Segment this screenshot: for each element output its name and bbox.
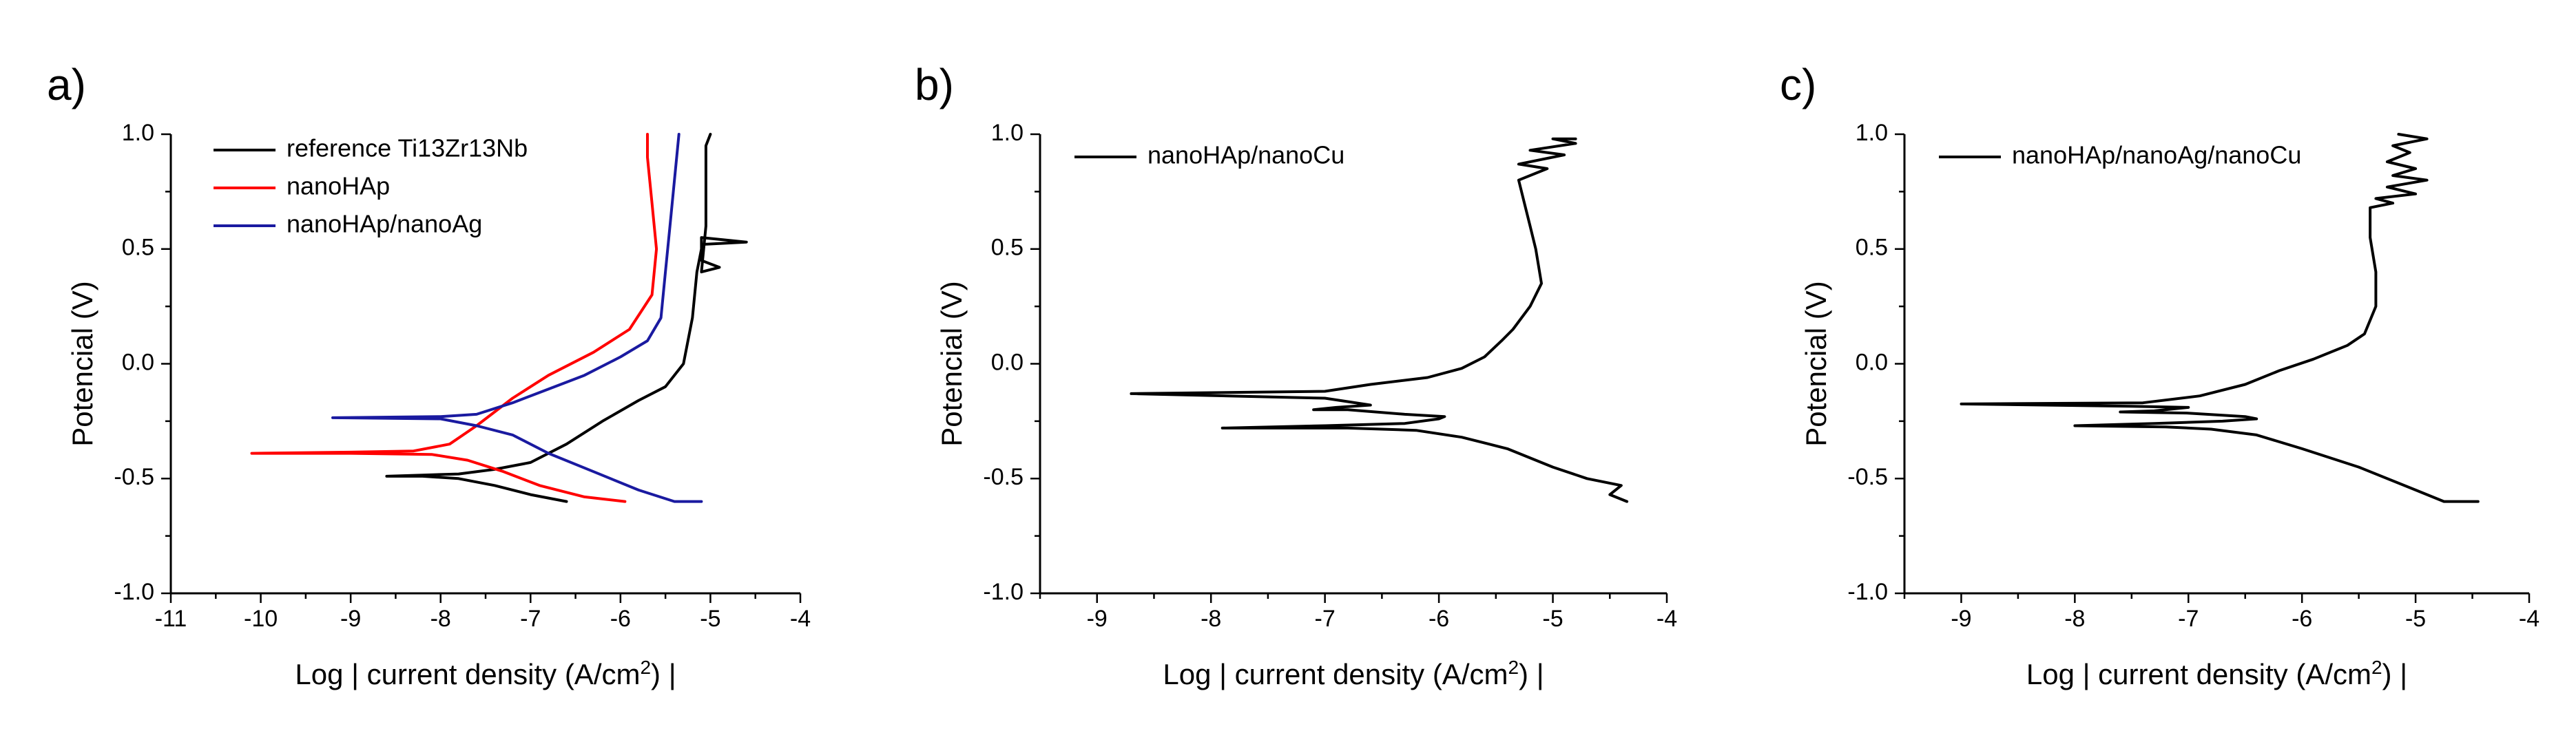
y-tick-label: 0.0	[1856, 349, 1888, 375]
x-tick-label: -6	[2292, 606, 2312, 632]
x-tick-label: -8	[430, 606, 451, 632]
series-line-1	[1960, 133, 2480, 503]
x-tick-label: -5	[1542, 606, 1563, 632]
series-line-1	[1130, 137, 1629, 503]
panel-label: c)	[1780, 60, 1816, 109]
x-tick-label: -10	[244, 606, 278, 632]
panel-label: b)	[915, 60, 954, 109]
y-tick-label: 1.0	[1856, 120, 1888, 146]
y-tick-label: 1.0	[122, 120, 154, 146]
y-tick-label: 0.5	[991, 235, 1024, 261]
x-tick-label: -8	[2064, 606, 2085, 632]
y-axis-title: Potencial (V)	[1800, 281, 1832, 446]
x-tick-label: -4	[1656, 606, 1677, 632]
y-tick-label: -1.0	[114, 579, 154, 605]
y-tick-label: -1.0	[983, 579, 1024, 605]
x-tick-label: -5	[700, 606, 720, 632]
legend-label: nanoHAp/nanoAg	[287, 210, 482, 238]
legend-label: nanoHAp/nanoCu	[1147, 141, 1344, 169]
series-line-2	[250, 133, 658, 503]
legend-label: nanoHAp/nanoAg/nanoCu	[2012, 141, 2301, 169]
y-tick-label: 0.0	[991, 349, 1024, 375]
y-tick-label: -1.0	[1847, 579, 1888, 605]
y-tick-label: 0.5	[1856, 235, 1888, 261]
y-axis-title: Potencial (V)	[66, 281, 98, 446]
x-tick-label: -5	[2405, 606, 2426, 632]
y-axis-title: Potencial (V)	[935, 281, 968, 446]
x-tick-label: -9	[340, 606, 361, 632]
x-tick-label: -4	[790, 606, 811, 632]
chart-panel-b: b) -9 -8 -7 -6 -5 -4 -1.0 -0.5 0.0 0.5 1.0 Log | cur…	[915, 60, 1677, 690]
x-tick-label: -8	[1201, 606, 1221, 632]
x-tick-label: -7	[520, 606, 541, 632]
x-tick-label: -6	[610, 606, 631, 632]
legend-label: reference Ti13Zr13Nb	[287, 134, 528, 162]
x-tick-label: -9	[1087, 606, 1108, 632]
y-tick-label: -0.5	[114, 464, 154, 490]
x-axis-title: Log | current density (A/cm2) |	[295, 657, 676, 691]
x-tick-label: -9	[1951, 606, 1971, 632]
x-axis-title: Log | current density (A/cm2) |	[1163, 657, 1544, 691]
series-line-1	[385, 133, 748, 503]
y-tick-label: -0.5	[1847, 464, 1888, 490]
x-tick-label: -6	[1429, 606, 1449, 632]
y-tick-label: 0.5	[122, 235, 154, 261]
x-axis-title: Log | current density (A/cm2) |	[2026, 657, 2407, 691]
y-tick-label: -0.5	[983, 464, 1024, 490]
panel-label: a)	[47, 60, 86, 109]
y-tick-label: 1.0	[991, 120, 1024, 146]
x-tick-label: -11	[155, 606, 187, 632]
x-tick-label: -7	[1315, 606, 1336, 632]
chart-panel-a: a) -11 -10 -9 -8 -7 -6 -5 -4 -1.0 -0.5 0.0 0.5 1.0 Log…	[47, 60, 811, 690]
x-tick-label: -7	[2178, 606, 2199, 632]
series-line-3	[331, 133, 703, 503]
chart-panels: a) -11 -10 -9 -8 -7 -6 -5 -4 -1.0 -0.5 0.0 0.5 1.0 Log…	[47, 60, 2539, 690]
chart-panel-c: c) -9 -8 -7 -6 -5 -4 -1.0 -0.5 0.0 0.5 1.0 Log | cur…	[1780, 60, 2539, 690]
x-tick-label: -4	[2519, 606, 2539, 632]
legend-label: nanoHAp	[287, 172, 390, 200]
y-tick-label: 0.0	[122, 349, 154, 375]
